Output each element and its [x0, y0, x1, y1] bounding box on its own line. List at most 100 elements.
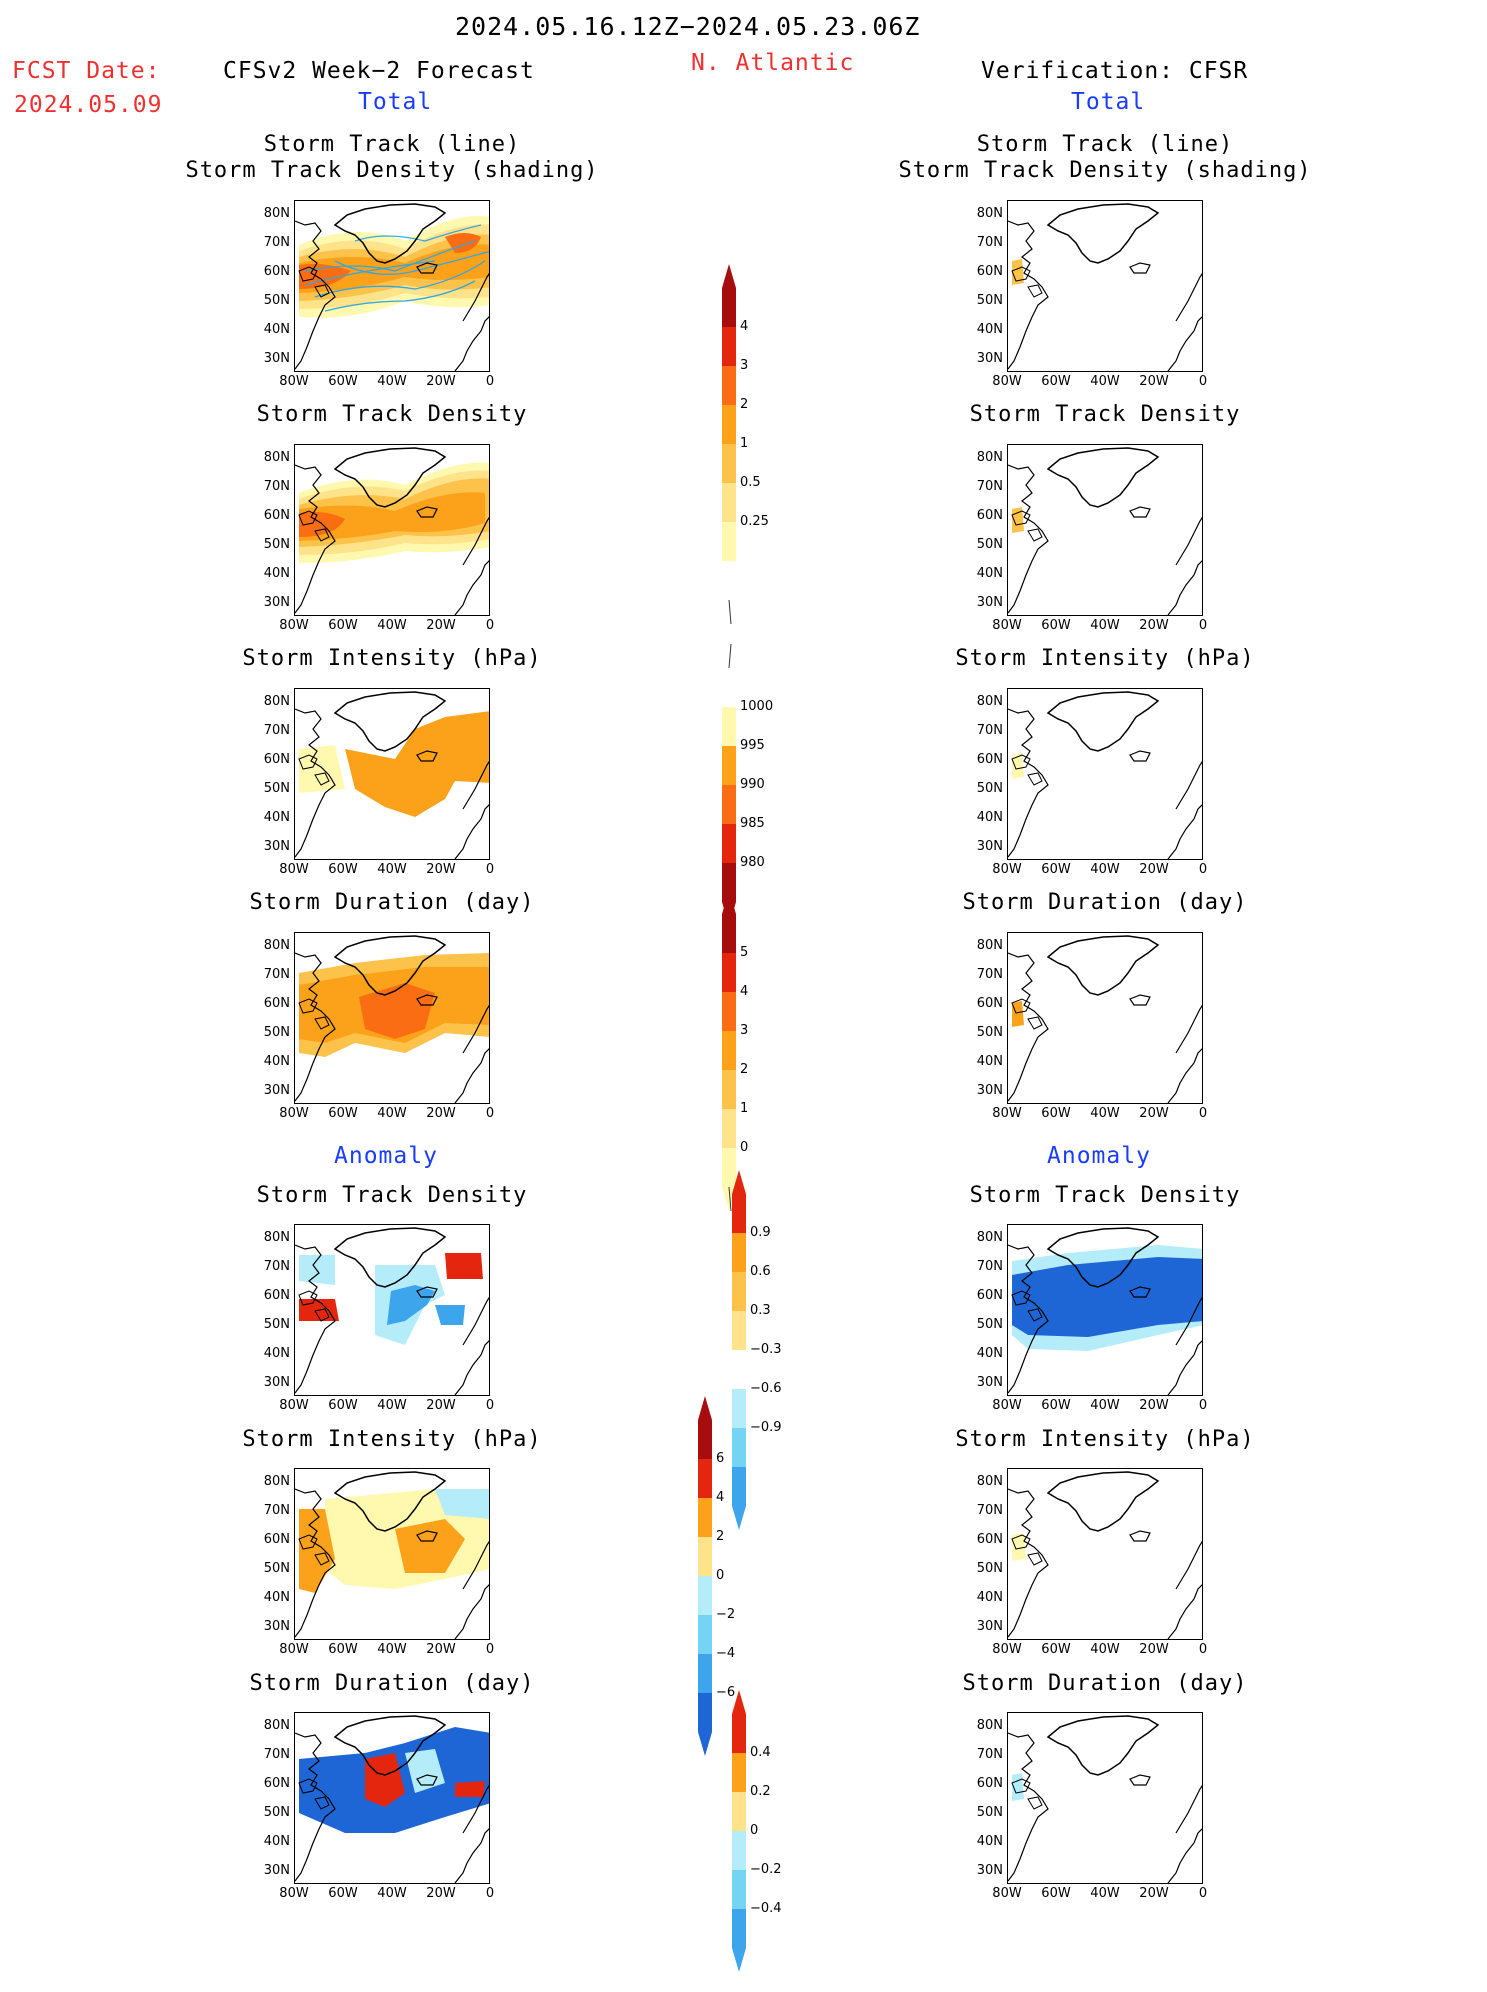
lon-tick-label: 80W — [992, 618, 1022, 633]
lon-tick-label: 40W — [1090, 1106, 1120, 1121]
lat-tick-label: 40N — [263, 810, 290, 825]
forecast-map-panel — [294, 688, 490, 860]
lat-tick-label: 70N — [263, 967, 290, 982]
lon-tick-label: 40W — [1090, 1642, 1120, 1657]
lat-tick-label: 80N — [263, 1474, 290, 1489]
colorbar-tick-label: 0.4 — [750, 1745, 771, 1760]
lat-tick-label: 30N — [976, 351, 1003, 366]
lon-tick-label: 60W — [328, 1886, 358, 1901]
lat-tick-label: 40N — [976, 566, 1003, 581]
forecast-map-panel — [294, 1224, 490, 1396]
lon-tick-label: 60W — [1041, 1642, 1071, 1657]
lon-tick-label: 0 — [485, 1398, 495, 1413]
lon-tick-label: 20W — [1139, 618, 1169, 633]
lon-tick-label: 40W — [377, 1106, 407, 1121]
lon-tick-label: 60W — [328, 1642, 358, 1657]
panel-title: Storm Track Density (shading) — [185, 158, 599, 183]
lon-tick-label: 0 — [485, 1886, 495, 1901]
lat-tick-label: 40N — [263, 1590, 290, 1605]
fcst-date-value: 2024.05.09 — [14, 92, 163, 118]
colorbar-tick-label: −0.2 — [750, 1862, 782, 1877]
forecast-map-panel — [294, 932, 490, 1104]
lon-tick-label: 0 — [1198, 862, 1208, 877]
lat-tick-label: 80N — [263, 206, 290, 221]
lat-tick-label: 50N — [263, 1025, 290, 1040]
lat-tick-label: 50N — [263, 537, 290, 552]
lon-tick-label: 80W — [279, 618, 309, 633]
colorbar-tick-label: 0 — [740, 1140, 749, 1155]
lat-tick-label: 80N — [263, 1230, 290, 1245]
lat-tick-label: 30N — [263, 595, 290, 610]
lon-tick-label: 0 — [1198, 1642, 1208, 1657]
lon-tick-label: 0 — [1198, 618, 1208, 633]
lon-tick-label: 80W — [279, 374, 309, 389]
lat-tick-label: 60N — [263, 264, 290, 279]
colorbar-tick-label: 990 — [740, 777, 765, 792]
map-field — [295, 1715, 489, 1883]
lat-tick-label: 50N — [263, 1317, 290, 1332]
colorbar-tick-label: 2 — [740, 397, 749, 412]
region-title: N. Atlantic — [691, 50, 855, 76]
verification-map-panel — [1007, 932, 1203, 1104]
lat-tick-label: 80N — [976, 1474, 1003, 1489]
lon-tick-label: 60W — [1041, 1106, 1071, 1121]
lat-tick-label: 50N — [263, 1805, 290, 1820]
lon-tick-label: 0 — [1198, 374, 1208, 389]
lon-tick-label: 20W — [1139, 862, 1169, 877]
lat-tick-label: 40N — [976, 1834, 1003, 1849]
lat-tick-label: 80N — [976, 1230, 1003, 1245]
verification-title: Verification: CFSR — [981, 58, 1249, 84]
lat-tick-label: 50N — [976, 537, 1003, 552]
forecast-map-panel — [294, 1468, 490, 1640]
panel-title: Storm Intensity (hPa) — [955, 1427, 1255, 1452]
colorbar-tick-label: 0.25 — [740, 514, 769, 529]
lon-tick-label: 80W — [992, 1642, 1022, 1657]
lon-tick-label: 60W — [1041, 1886, 1071, 1901]
lat-tick-label: 30N — [976, 1083, 1003, 1098]
colorbar-tick-label: 0.5 — [740, 475, 761, 490]
lon-tick-label: 60W — [1041, 374, 1071, 389]
panel-title: Storm Intensity (hPa) — [242, 646, 542, 671]
colorbar-tick-label: 980 — [740, 855, 765, 870]
lat-tick-label: 30N — [976, 595, 1003, 610]
lon-tick-label: 0 — [1198, 1106, 1208, 1121]
lon-tick-label: 20W — [1139, 1642, 1169, 1657]
lon-tick-label: 80W — [279, 1398, 309, 1413]
lat-tick-label: 30N — [976, 1375, 1003, 1390]
lon-tick-label: 80W — [279, 862, 309, 877]
panel-title: Storm Intensity (hPa) — [955, 646, 1255, 671]
lon-tick-label: 80W — [992, 1398, 1022, 1413]
lat-tick-label: 30N — [976, 839, 1003, 854]
lon-tick-label: 0 — [1198, 1886, 1208, 1901]
lon-tick-label: 40W — [377, 862, 407, 877]
verification-map-panel — [1007, 1712, 1203, 1884]
lat-tick-label: 40N — [976, 810, 1003, 825]
lat-tick-label: 30N — [263, 1619, 290, 1634]
lat-tick-label: 50N — [263, 781, 290, 796]
lat-tick-label: 50N — [976, 293, 1003, 308]
verification-map-panel — [1007, 1224, 1203, 1396]
model-title: CFSv2 Week−2 Forecast — [223, 58, 535, 84]
colorbar-tick-label: 0.2 — [750, 1784, 771, 1799]
lat-tick-label: 70N — [263, 235, 290, 250]
lon-tick-label: 80W — [279, 1886, 309, 1901]
lon-tick-label: 80W — [992, 1886, 1022, 1901]
lon-tick-label: 60W — [1041, 1398, 1071, 1413]
colorbar-tick-label: 4 — [716, 1490, 725, 1505]
lat-tick-label: 40N — [976, 1590, 1003, 1605]
intensity-total-colorbar — [722, 643, 736, 926]
lon-tick-label: 60W — [328, 1106, 358, 1121]
lon-tick-label: 0 — [485, 1106, 495, 1121]
duration-total-colorbar — [722, 890, 736, 1212]
colorbar-tick-label: 0 — [750, 1823, 759, 1838]
lon-tick-label: 0 — [485, 862, 495, 877]
lat-tick-label: 60N — [263, 1532, 290, 1547]
map-field — [295, 935, 489, 1103]
lon-tick-label: 40W — [377, 1398, 407, 1413]
lon-tick-label: 20W — [426, 374, 456, 389]
lat-tick-label: 40N — [263, 1834, 290, 1849]
lat-tick-label: 70N — [976, 723, 1003, 738]
lon-tick-label: 20W — [426, 1642, 456, 1657]
colorbar-tick-label: 0.3 — [750, 1303, 771, 1318]
lat-tick-label: 60N — [976, 1532, 1003, 1547]
